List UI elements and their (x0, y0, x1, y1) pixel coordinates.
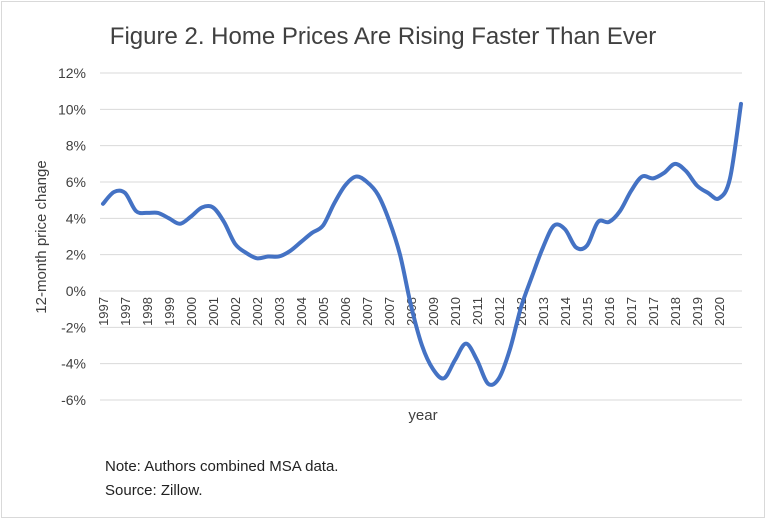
x-tick-label: 2019 (690, 297, 705, 326)
x-tick-label: 1997 (96, 297, 111, 326)
x-tick-label: 2017 (646, 297, 661, 326)
x-tick-label: 2002 (228, 297, 243, 326)
source-text: Source: Zillow. (105, 482, 203, 499)
note-text: Note: Authors combined MSA data. (105, 458, 339, 475)
y-tick-label: -2% (61, 319, 86, 335)
x-tick-label: 2018 (668, 297, 683, 326)
x-axis-title: year (408, 407, 437, 424)
x-tick-label: 2015 (580, 297, 595, 326)
x-tick-label: 2020 (712, 297, 727, 326)
x-tick-label: 1999 (162, 297, 177, 326)
x-tick-label: 2014 (558, 297, 573, 326)
x-tick-label: 2012 (492, 297, 507, 326)
x-tick-label: 2001 (206, 297, 221, 326)
x-tick-label: 2011 (470, 297, 485, 325)
y-tick-label: 8% (66, 138, 86, 154)
x-tick-label: 2000 (184, 297, 199, 326)
y-tick-label: 10% (58, 101, 86, 117)
x-tick-label: 2016 (602, 297, 617, 326)
x-tick-label: 2009 (426, 297, 441, 326)
y-tick-label: -6% (61, 392, 86, 408)
chart-title: Figure 2. Home Prices Are Rising Faster … (110, 23, 656, 50)
y-tick-label: 0% (66, 283, 86, 299)
y-tick-label: 2% (66, 247, 86, 263)
x-tick-label: 2010 (448, 297, 463, 326)
x-tick-label: 2006 (338, 297, 353, 326)
x-tick-label: 2002 (250, 297, 265, 326)
x-tick-label: 2013 (536, 297, 551, 326)
y-tick-label: -4% (61, 356, 86, 372)
price-change-line (101, 101, 743, 387)
x-tick-label: 2005 (316, 297, 331, 326)
x-tick-label: 1997 (118, 297, 133, 326)
y-tick-label: 4% (66, 210, 86, 226)
x-tick-label: 2004 (294, 297, 309, 326)
x-tick-label: 2017 (624, 297, 639, 326)
x-tick-label: 2003 (272, 297, 287, 326)
y-tick-label: 6% (66, 174, 86, 190)
x-tick-label: 1998 (140, 297, 155, 326)
x-tick-label: 2007 (382, 297, 397, 326)
y-axis-title: 12-month price change (33, 160, 50, 313)
x-tick-label: 2007 (360, 297, 375, 326)
y-tick-label: 12% (58, 65, 86, 81)
